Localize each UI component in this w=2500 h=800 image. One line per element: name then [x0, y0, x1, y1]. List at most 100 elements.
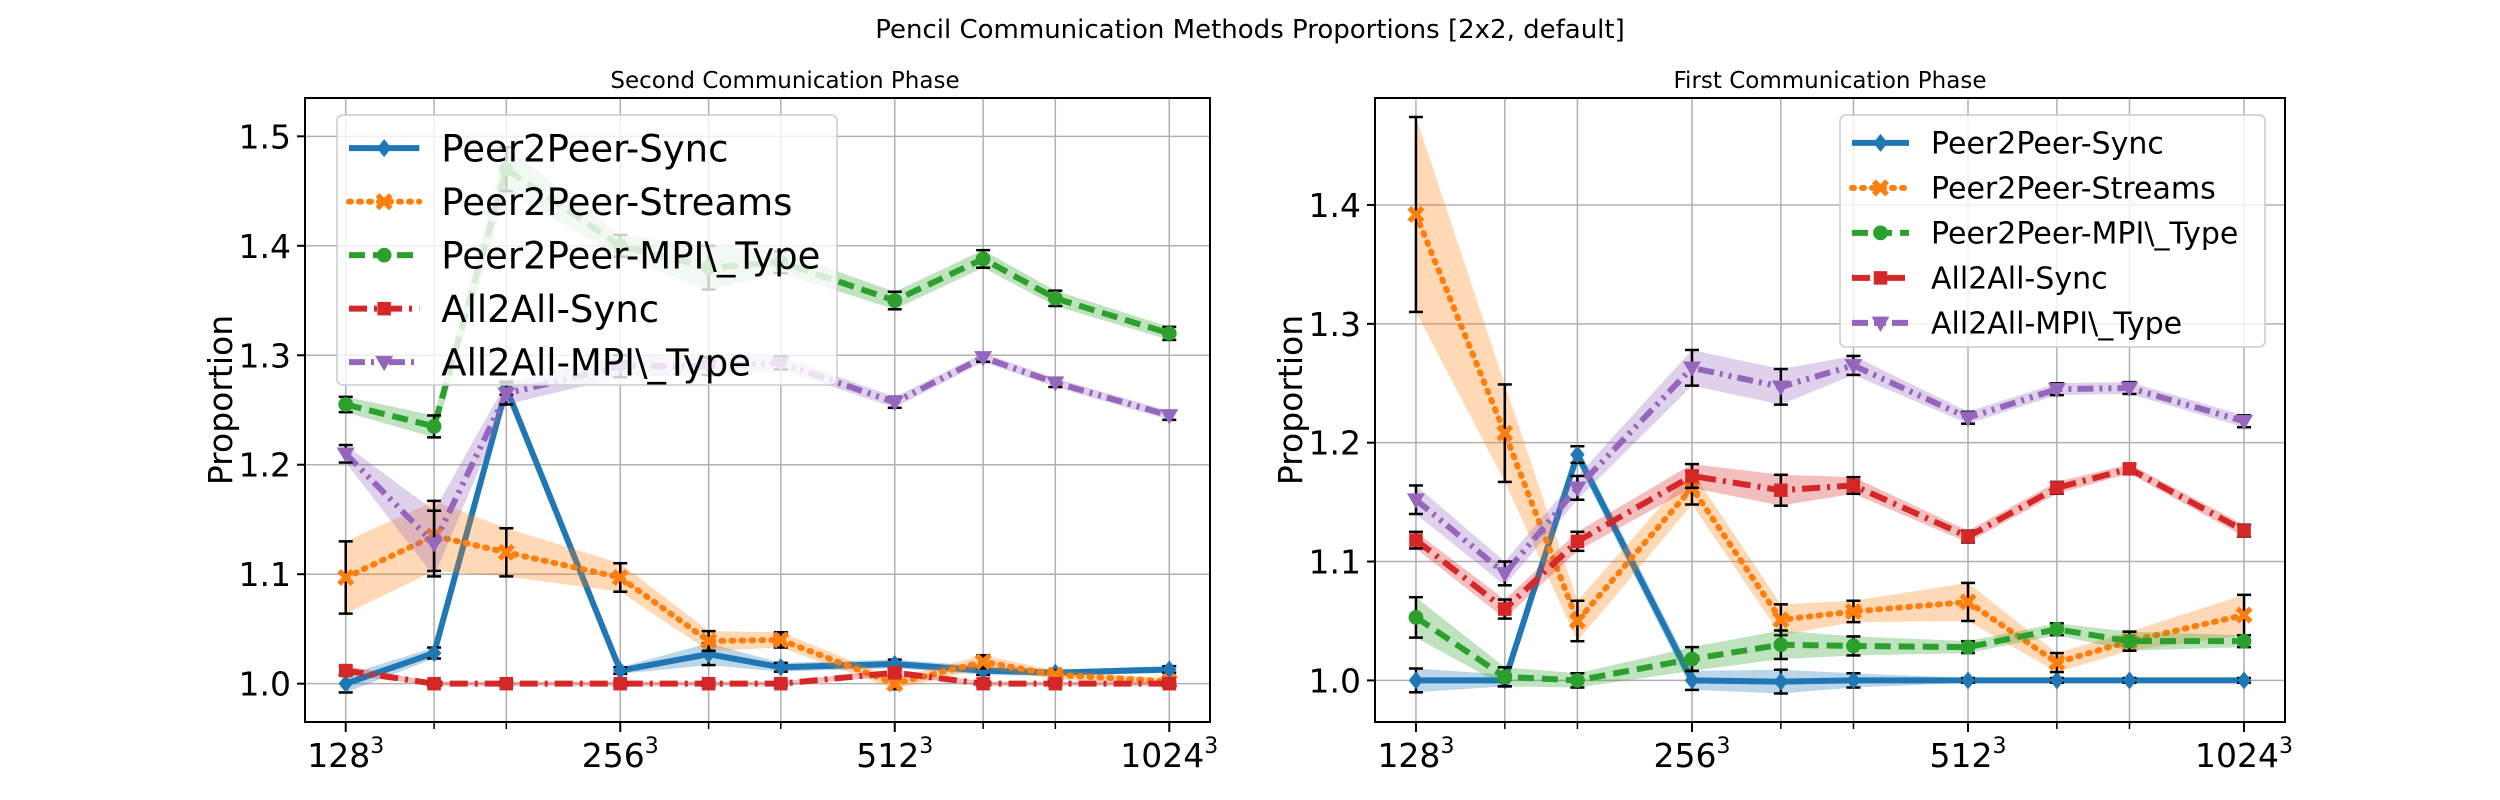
data-point	[1773, 637, 1789, 653]
y-axis-label: Proportion	[1271, 315, 1310, 485]
data-point	[1772, 611, 1790, 629]
data-point	[338, 663, 353, 678]
legend-entry: Peer2Peer-Sync	[349, 127, 728, 170]
data-point	[1408, 671, 1424, 690]
legend: Peer2Peer-Sync Peer2Peer-Streams Peer2Peer…	[336, 114, 838, 386]
y-tick-label: 1.1	[1309, 543, 1361, 582]
data-point	[613, 661, 628, 680]
data-point	[427, 676, 441, 691]
x-tick-label: 1283	[1377, 734, 1454, 775]
legend-entry: Peer2Peer-Streams	[346, 181, 792, 224]
legend-entry: All2All-MPI\_Type	[349, 341, 751, 384]
data-point	[1684, 671, 1700, 690]
legend-entry: All2All-MPI\_Type	[1852, 307, 2182, 342]
data-point	[1685, 469, 1699, 483]
data-point	[773, 658, 789, 677]
data-point	[2049, 621, 2065, 637]
data-point	[2122, 462, 2137, 476]
panel-second-communication-phase: Second Communication Phase Proportion 1.…	[201, 68, 1218, 775]
series-line	[1415, 451, 2245, 685]
data-point	[1407, 205, 1425, 224]
y-tick-label: 1.3	[239, 336, 291, 375]
legend-marker	[375, 355, 394, 372]
data-point	[701, 676, 716, 691]
legend-box	[1839, 114, 2266, 348]
data-point	[497, 387, 516, 403]
y-tick-label: 1.2	[1309, 424, 1361, 463]
legend-entry: Peer2Peer-MPI\_Type	[1852, 217, 2238, 252]
data-point	[2235, 414, 2254, 431]
data-point	[1846, 638, 1861, 654]
x-tick-label: 10243	[1120, 734, 1218, 775]
data-point	[426, 644, 442, 663]
series-3	[338, 663, 1177, 691]
data-point	[1409, 533, 1423, 547]
y-axis-label: Proportion	[201, 315, 240, 485]
legend-marker	[376, 247, 392, 263]
series-line	[342, 532, 1173, 687]
data-point	[2048, 654, 2066, 672]
y-tick-label: 1.1	[239, 555, 291, 594]
data-point	[1844, 359, 1863, 375]
legend-label: Peer2Peer-Streams	[1931, 172, 2216, 207]
confidence-band	[345, 666, 1170, 686]
data-point	[2122, 633, 2137, 649]
data-point	[425, 537, 444, 553]
confidence-band	[1415, 464, 2245, 619]
legend-marker	[376, 139, 392, 158]
data-point	[2237, 523, 2251, 538]
x-tick-label: 2563	[1653, 734, 1730, 775]
data-point	[1771, 380, 1790, 396]
legend-box	[336, 114, 838, 386]
legend-label: Peer2Peer-MPI\_Type	[1931, 217, 2238, 252]
data-point	[1846, 478, 1861, 493]
data-point	[1570, 445, 1585, 464]
confidence-band	[345, 500, 1170, 690]
data-point	[338, 397, 354, 412]
data-point	[1162, 676, 1177, 691]
data-point	[1960, 639, 1976, 655]
data-point	[1682, 361, 1701, 377]
x-tick-label: 1283	[307, 734, 384, 775]
data-point	[1846, 671, 1861, 690]
x-tick-label: 10243	[2195, 734, 2293, 775]
legend-label: All2All-MPI\_Type	[1931, 307, 2182, 342]
data-point	[2047, 382, 2066, 399]
legend-marker	[1873, 133, 1888, 152]
legend-marker	[1873, 271, 1888, 285]
data-point	[1498, 602, 1512, 616]
data-point	[1568, 612, 1586, 630]
plot-frame	[1374, 97, 2286, 723]
data-point	[2236, 671, 2252, 690]
data-point	[1496, 424, 1514, 442]
plot-frame	[304, 97, 1211, 723]
x-tick-label: 2563	[582, 734, 659, 775]
y-tick-label: 1.2	[239, 446, 291, 485]
legend-label: Peer2Peer-Streams	[441, 181, 792, 224]
data-point	[2050, 481, 2064, 495]
series-line	[1414, 465, 2246, 613]
legend-label: Peer2Peer-Sync	[441, 127, 728, 170]
legend-entry: All2All-Sync	[349, 288, 659, 331]
data-point	[1844, 602, 1863, 621]
y-tick-label: 1.0	[239, 665, 291, 704]
data-point	[1408, 610, 1424, 625]
panel-title: Second Communication Phase	[610, 68, 959, 94]
legend-entry: Peer2Peer-Streams	[1849, 172, 2216, 207]
data-point	[1047, 290, 1063, 306]
legend-marker	[1873, 225, 1888, 241]
data-point	[700, 632, 718, 650]
legend-label: All2All-Sync	[441, 288, 659, 331]
legend-marker	[377, 301, 391, 316]
y-tick-label: 1.5	[239, 117, 291, 156]
data-point	[1048, 676, 1063, 691]
data-point	[1570, 673, 1585, 688]
y-tick-label: 1.4	[1309, 186, 1361, 225]
series-line	[1412, 211, 2248, 666]
legend: Peer2Peer-Sync Peer2Peer-Streams Peer2Peer…	[1839, 114, 2266, 348]
data-point	[1160, 409, 1179, 425]
series-4	[1406, 348, 2254, 587]
data-point	[337, 568, 355, 587]
data-point	[888, 665, 902, 680]
